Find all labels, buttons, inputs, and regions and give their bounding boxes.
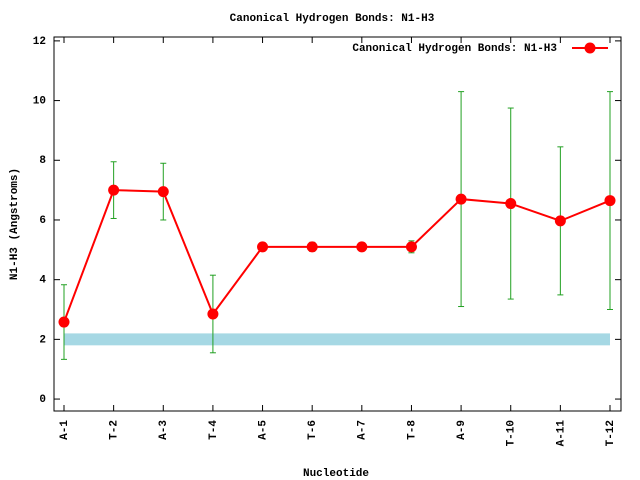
y-tick-label: 2 [39,334,46,346]
chart-title: Canonical Hydrogen Bonds: N1-H3 [230,13,435,25]
data-point [207,308,219,320]
y-tick-label: 0 [39,394,46,406]
y-tick-label: 10 [33,95,46,107]
legend-label: Canonical Hydrogen Bonds: N1-H3 [352,43,557,55]
plot-frame [53,36,622,412]
x-tick-label: T-4 [208,420,220,440]
x-tick-label: A-5 [257,420,269,440]
x-tick-label: T-8 [406,420,418,440]
data-point [108,184,120,196]
data-point [554,215,566,227]
y-axis-label: N1-H3 (Angstroms) [9,168,21,280]
x-tick-label: T-6 [307,420,319,440]
y-tick-label: 4 [39,275,46,287]
data-point [604,195,616,207]
x-tick-label: A-11 [555,420,567,447]
x-tick-label: T-12 [605,420,617,446]
data-point [257,241,269,253]
series-line [63,189,611,323]
data-point [356,241,368,253]
data-point [157,186,169,198]
y-tick-label: 6 [39,215,46,227]
x-tick-label: A-7 [357,420,369,440]
x-tick-label: A-9 [456,420,468,440]
legend-marker [584,42,596,54]
y-tick-label: 12 [33,36,46,48]
x-axis-label: Nucleotide [303,468,369,480]
data-point [455,193,467,205]
data-point [58,316,70,328]
y-tick-label: 8 [39,155,46,167]
data-point [405,241,417,253]
x-tick-label: A-1 [59,420,71,440]
x-tick-label: A-3 [158,420,170,440]
data-point [505,198,517,210]
x-tick-label: T-10 [506,420,518,446]
x-tick-label: T-2 [109,420,121,440]
data-point [306,241,318,253]
reference-band [64,333,610,346]
